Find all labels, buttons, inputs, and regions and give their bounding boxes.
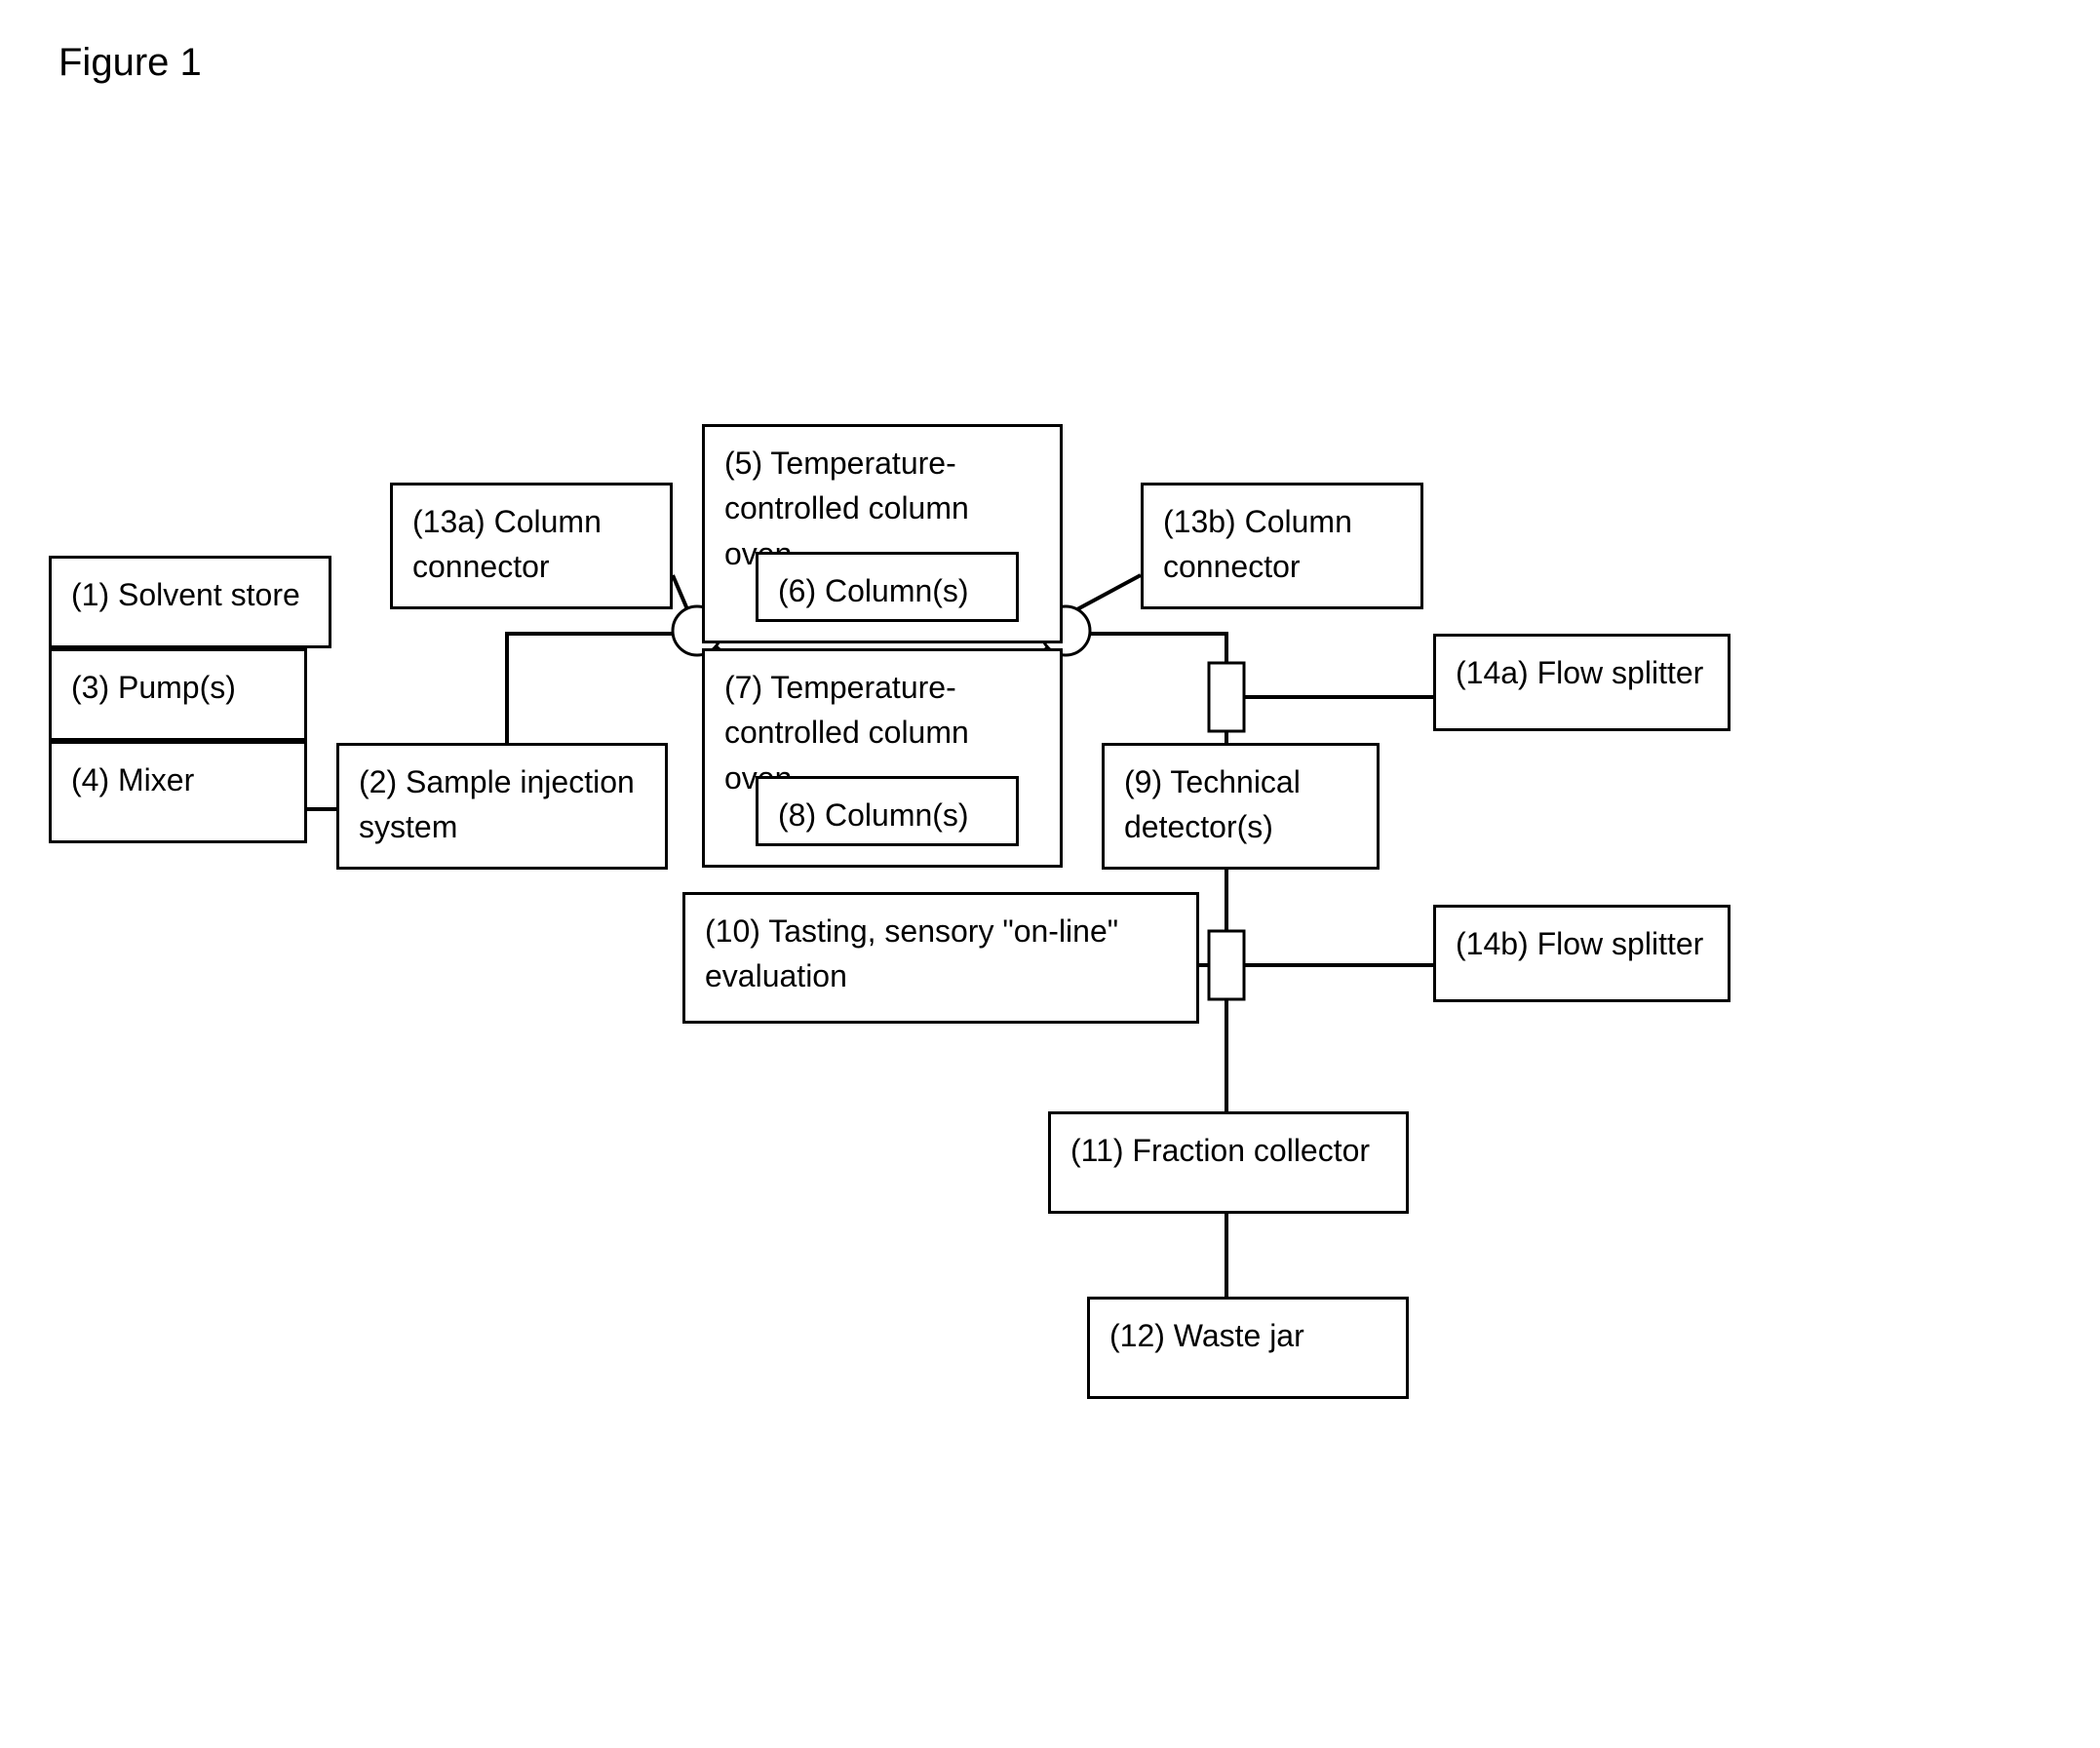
node-n1: (1) Solvent store xyxy=(49,556,331,648)
node-n14a: (14a) Flow splitter xyxy=(1433,634,1731,731)
node-n14b: (14b) Flow splitter xyxy=(1433,905,1731,1002)
node-n10: (10) Tasting, sensory "on-line" evaluati… xyxy=(682,892,1199,1024)
edge-n13b-j13b xyxy=(1077,575,1141,609)
figure-title: Figure 1 xyxy=(58,41,202,85)
node-n3: (3) Pump(s) xyxy=(49,648,307,741)
node-n8: (8) Column(s) xyxy=(756,776,1019,846)
node-n2: (2) Sample injection system xyxy=(336,743,668,870)
junction-j14a xyxy=(1209,663,1244,731)
node-n11: (11) Fraction collector xyxy=(1048,1111,1409,1214)
node-n6: (6) Column(s) xyxy=(756,552,1019,622)
edge-n13a-j13a xyxy=(673,575,687,609)
edge-n2-j13a xyxy=(507,634,673,743)
node-n4: (4) Mixer xyxy=(49,741,307,843)
edge-j13b-j14a xyxy=(1090,634,1226,663)
junction-j14b xyxy=(1209,931,1244,999)
node-n13b: (13b) Column connector xyxy=(1141,483,1423,609)
connector-layer xyxy=(0,0,2100,1748)
node-n12: (12) Waste jar xyxy=(1087,1297,1409,1399)
node-n9: (9) Technical detector(s) xyxy=(1102,743,1380,870)
node-n13a: (13a) Column connector xyxy=(390,483,673,609)
diagram-stage: Figure 1 (1) Solvent store(3) Pump(s)(4)… xyxy=(0,0,2100,1748)
